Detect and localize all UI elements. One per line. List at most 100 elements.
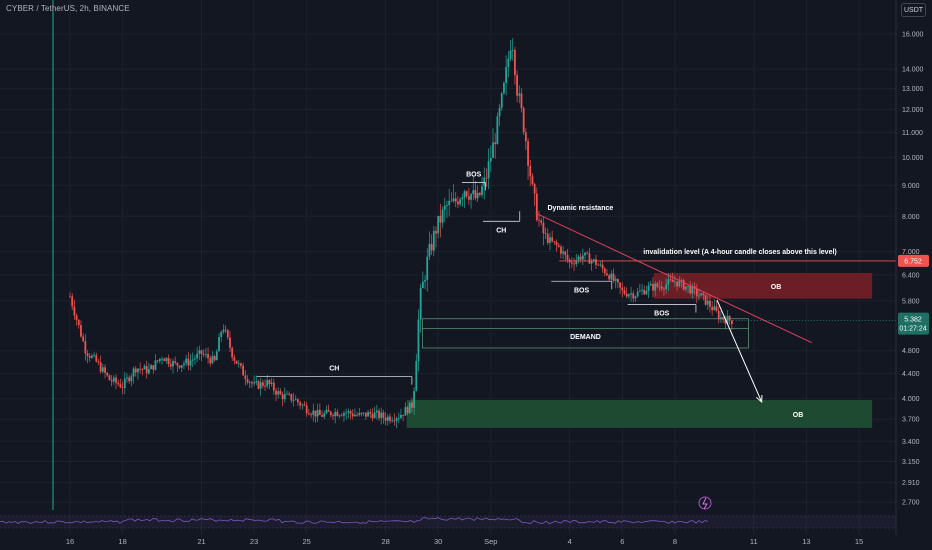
candle-body <box>167 357 170 365</box>
candle-body <box>619 282 622 288</box>
candle-body <box>400 414 402 419</box>
candle-body <box>443 205 446 210</box>
candle-body <box>476 192 479 199</box>
candle-body <box>283 394 286 400</box>
candle-body <box>110 380 113 382</box>
candle-body <box>478 192 481 195</box>
candle-body <box>485 177 488 179</box>
candle-body <box>649 283 652 286</box>
candle-body <box>704 294 707 305</box>
candle-body <box>97 361 100 363</box>
candle-body <box>549 237 551 243</box>
y-tick-label: 16.000 <box>902 31 924 38</box>
candle-body <box>457 201 459 205</box>
candle-body <box>126 377 128 379</box>
candle-body <box>518 93 521 96</box>
invalidation-price-text: 6.752 <box>904 258 922 265</box>
candle-body <box>450 200 453 202</box>
candle-body <box>312 410 315 415</box>
candle-body <box>183 363 185 366</box>
candle-body <box>500 93 503 108</box>
candle-body <box>82 336 85 342</box>
rsi-line <box>0 517 709 524</box>
candle-body <box>386 416 389 421</box>
projection-arrow-line <box>716 299 763 403</box>
time-axis[interactable]: 16 18 21 23 25 28 30 Sep 4 6 8 11 13 15 <box>66 537 863 546</box>
candle-body <box>358 413 361 416</box>
candle-body <box>606 273 608 276</box>
candle-body <box>566 254 569 260</box>
candle-body <box>687 285 689 287</box>
currency-button[interactable]: USDT <box>901 3 926 17</box>
candle-body <box>647 285 650 291</box>
candle-body <box>119 384 122 388</box>
candle-body <box>128 377 131 382</box>
candle-body <box>253 382 255 384</box>
candle-body <box>698 295 700 297</box>
candle-body <box>132 368 135 377</box>
candle-body <box>533 184 536 194</box>
candle-body <box>584 252 586 256</box>
candle-body <box>169 364 172 367</box>
candle-body <box>84 341 87 354</box>
candle-body <box>590 260 593 264</box>
price-axis[interactable]: 16.000 14.000 13.000 12.000 11.000 10.000 9.00… <box>895 0 929 535</box>
candle-body <box>570 262 573 264</box>
candle-body <box>382 412 385 418</box>
candle-body <box>706 300 709 305</box>
candle-body <box>351 413 354 417</box>
candle-body <box>80 325 82 337</box>
candle-body <box>669 279 672 281</box>
candle-body <box>553 241 556 243</box>
candle-body <box>391 420 394 422</box>
candle-body <box>715 306 718 311</box>
dynamic-resistance-line <box>535 212 812 344</box>
candle-body <box>86 353 89 357</box>
candle-body <box>321 415 323 417</box>
candle-body <box>213 356 216 361</box>
candle-body <box>520 93 523 109</box>
candle-body <box>354 414 356 417</box>
y-tick-label: 14.000 <box>902 67 924 74</box>
structure-label: CH <box>329 366 339 373</box>
candle-body <box>575 259 578 265</box>
candle-body <box>185 358 188 364</box>
candle-body <box>165 357 168 362</box>
candle-body <box>255 381 258 383</box>
candle-body <box>524 132 527 142</box>
candle-body <box>156 360 159 362</box>
candle-body <box>325 409 328 414</box>
candle-body <box>627 294 630 297</box>
rsi-band-fill <box>0 516 896 528</box>
candle-body <box>612 273 615 281</box>
candle-body <box>494 142 497 144</box>
invalidation-label: invalidation level (A 4-hour candle clos… <box>643 249 836 256</box>
candle-body <box>514 49 516 76</box>
candle-body <box>702 293 705 295</box>
candle-body <box>667 279 670 285</box>
candle-body <box>161 358 163 360</box>
candle-body <box>691 286 694 294</box>
candle-body <box>237 363 240 365</box>
candle-body <box>695 288 698 296</box>
candle-body <box>178 365 181 368</box>
candle-body <box>158 358 161 362</box>
candle-body <box>301 404 304 406</box>
candle-body <box>314 410 317 417</box>
zone-demand <box>422 318 749 349</box>
candle-body <box>338 415 341 417</box>
candle-body <box>452 198 455 202</box>
candle-body <box>728 315 731 321</box>
rsi-pane <box>0 515 896 529</box>
zone-label: DEMAND <box>570 334 601 341</box>
y-tick-label: 4.400 <box>902 371 920 378</box>
flash-event-icon[interactable] <box>698 496 712 510</box>
candle-body <box>411 402 413 408</box>
candle-body <box>272 382 275 391</box>
candle-body <box>492 142 494 158</box>
candle-body <box>660 286 663 289</box>
candle-body <box>299 402 302 406</box>
candle-body <box>367 412 369 417</box>
candle-body <box>614 279 617 281</box>
